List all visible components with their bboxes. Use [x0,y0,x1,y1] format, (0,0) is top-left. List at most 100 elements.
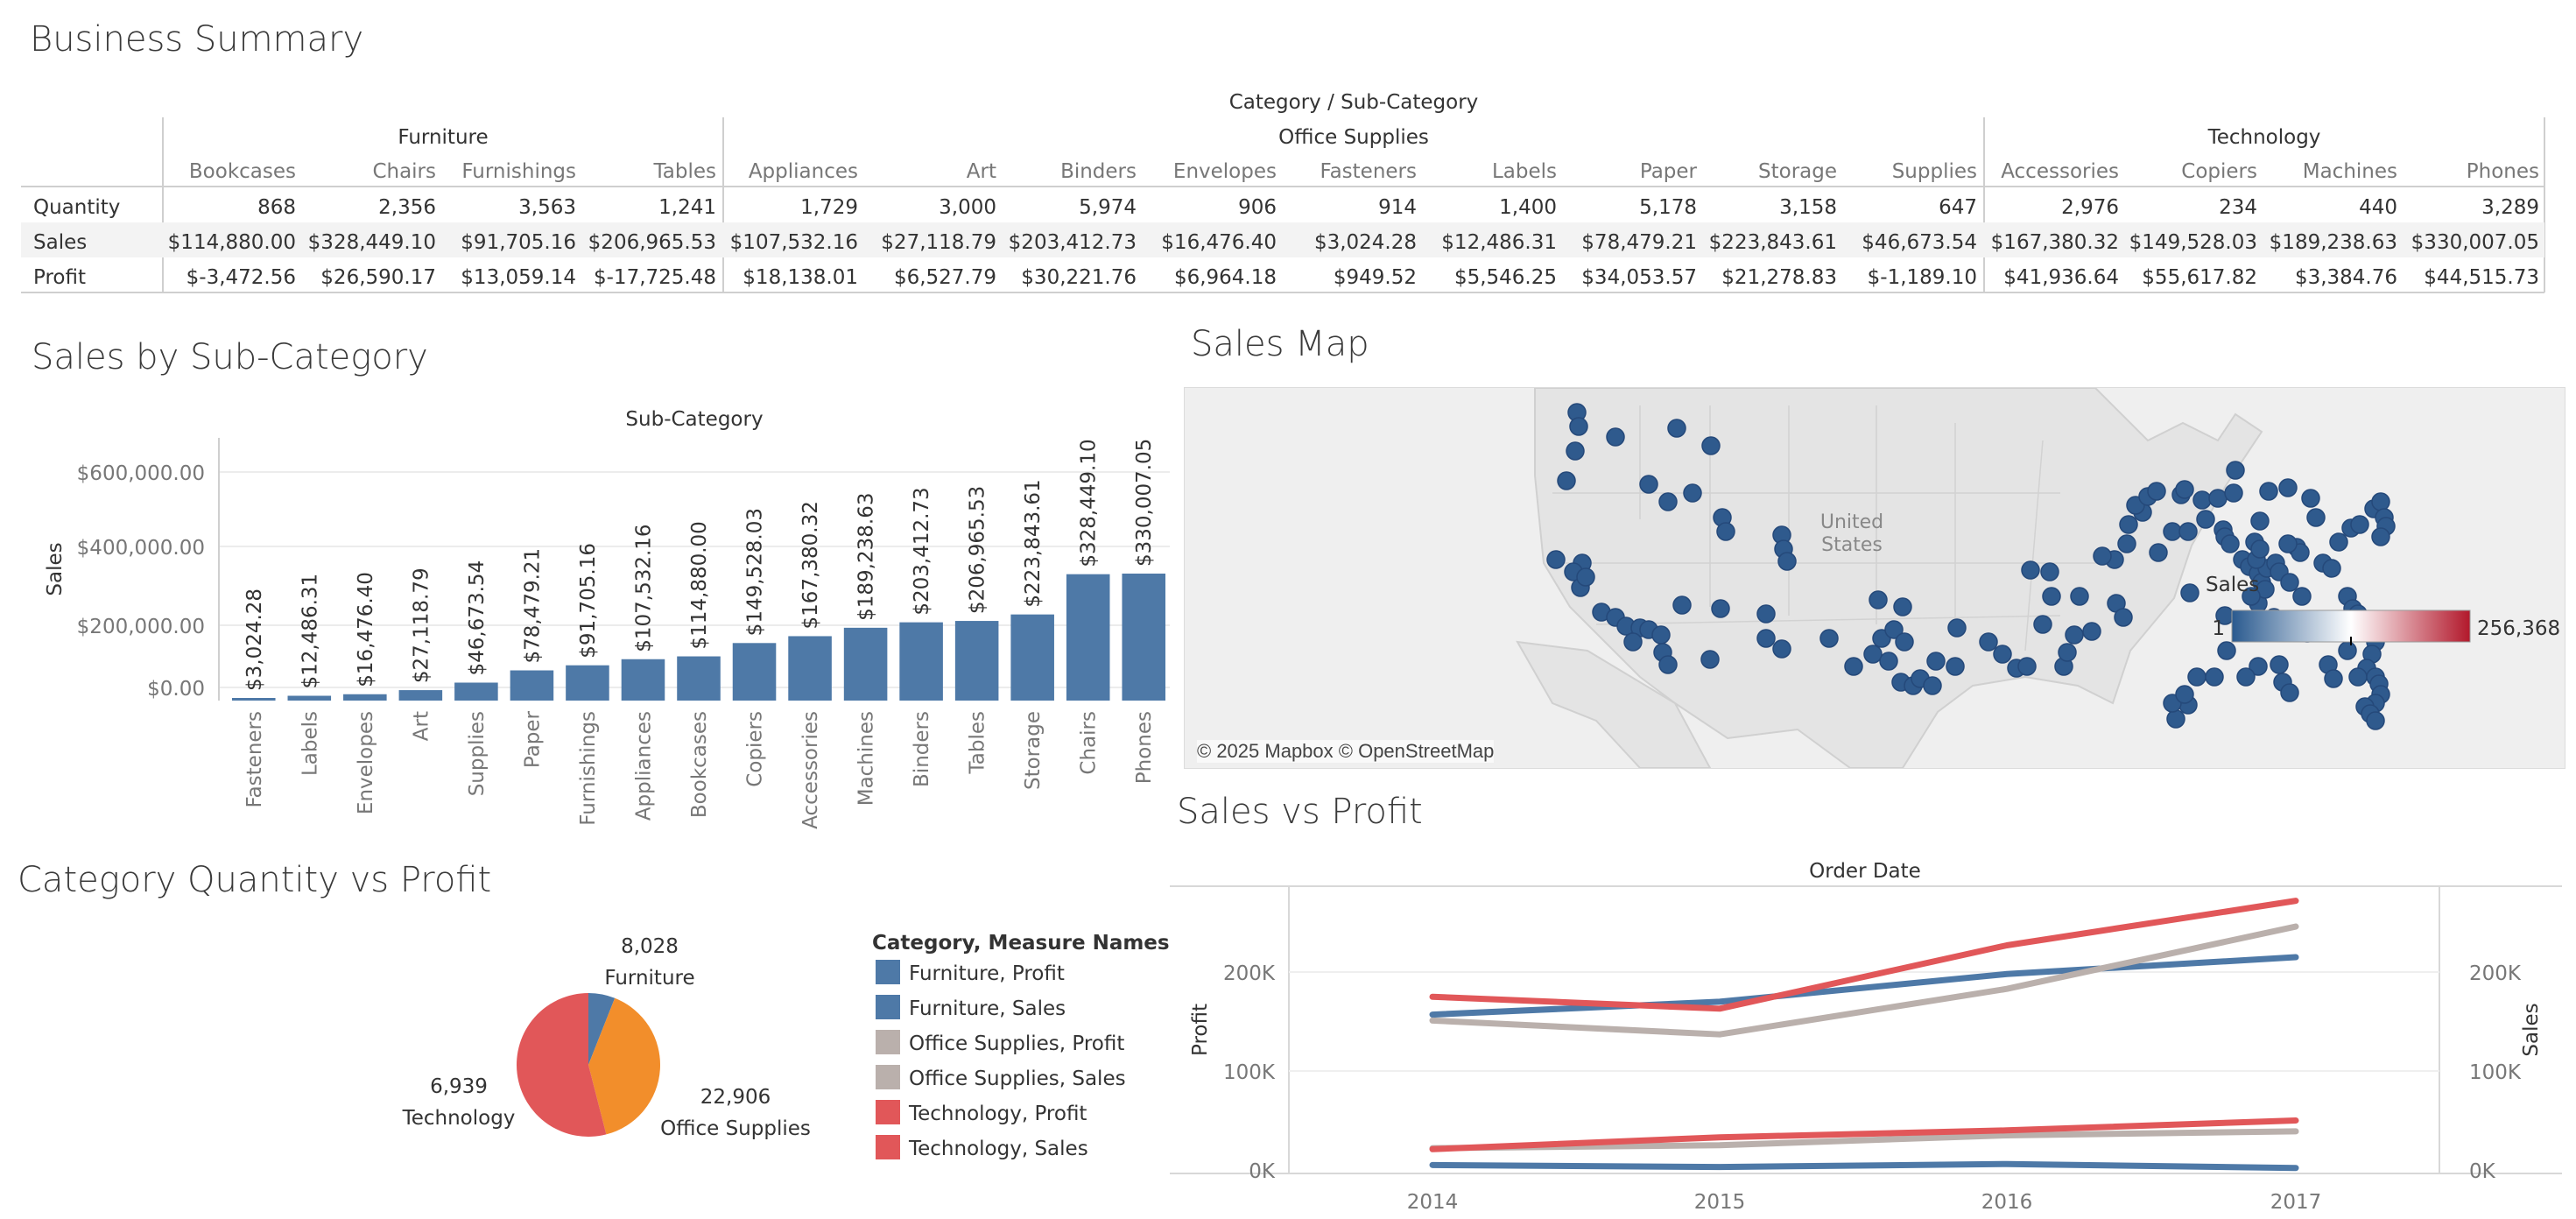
map-point[interactable] [2196,510,2215,529]
subcategory-header[interactable]: Machines [2303,160,2397,183]
map-point[interactable] [2221,534,2240,553]
map-point[interactable] [2180,583,2199,602]
map-point[interactable] [2040,562,2059,581]
subcategory-header[interactable]: Labels [1492,160,1557,183]
map-point[interactable] [1869,590,1888,610]
map-point[interactable] [1639,475,1658,494]
map-point[interactable] [2224,483,2243,503]
map-point[interactable] [2082,622,2101,641]
sales-map[interactable]: United States Sales 1 256,368 © 2025 Mapbox … [1184,387,2565,769]
bar[interactable] [1010,614,1054,701]
subcategory-header[interactable]: Art [967,160,996,183]
subcategory-header[interactable]: Chairs [372,160,436,183]
subcategory-header[interactable]: Binders [1060,160,1137,183]
map-point[interactable] [1777,552,1797,571]
subcategory-header[interactable]: Furnishings [461,160,576,183]
legend-label[interactable]: Technology, Sales [908,1138,1088,1160]
map-point[interactable] [2236,667,2256,687]
subcategory-header[interactable]: Paper [1640,160,1698,183]
map-point[interactable] [2217,641,2236,660]
map-point[interactable] [2017,657,2037,676]
map-point[interactable] [1819,629,1839,648]
legend-swatch[interactable] [876,995,900,1019]
subcategory-header[interactable]: Phones [2467,160,2539,183]
map-point[interactable] [2292,587,2312,606]
line-series[interactable] [1429,1128,2299,1152]
map-point[interactable] [1672,595,1692,615]
map-point[interactable] [2306,508,2326,527]
map-point[interactable] [2278,478,2298,497]
legend-swatch[interactable] [876,1135,900,1159]
map-point[interactable] [2205,667,2224,687]
map-point[interactable] [1557,471,1576,490]
category-header[interactable]: Technology [2207,126,2321,149]
map-point[interactable] [2147,482,2166,501]
map-point[interactable] [1623,632,1643,652]
map-point[interactable] [1923,676,1942,695]
map-point[interactable] [2250,511,2270,531]
map-point[interactable] [1895,632,1914,652]
legend-swatch[interactable] [876,1100,900,1124]
map-point[interactable] [2270,655,2289,674]
map-point[interactable] [1947,618,1967,638]
map-point[interactable] [2119,515,2138,534]
map-point[interactable] [2278,534,2298,553]
bar[interactable] [621,659,665,701]
map-point[interactable] [1863,645,1883,664]
map-point[interactable] [1844,657,1863,676]
map-point[interactable] [2175,480,2194,499]
bar[interactable] [510,670,554,701]
bar[interactable] [788,636,832,701]
map-point[interactable] [1711,599,1730,618]
map-point[interactable] [1926,652,1946,671]
map-point[interactable] [1667,419,1686,438]
bar[interactable] [954,621,999,701]
map-point[interactable] [2033,615,2052,634]
legend-label[interactable]: Office Supplies, Sales [909,1068,1126,1090]
map-point[interactable] [1701,436,1721,455]
bar[interactable] [843,627,888,701]
bar[interactable] [287,695,332,701]
map-point[interactable] [2350,515,2369,534]
map-point[interactable] [2250,539,2270,559]
subcategory-header[interactable]: Appliances [749,160,858,183]
subcategory-header[interactable]: Copiers [2181,160,2257,183]
map-point[interactable] [2093,546,2112,566]
line-series[interactable] [1429,923,2299,1038]
map-point[interactable] [1546,550,1566,569]
category-header[interactable]: Furniture [398,126,488,149]
map-point[interactable] [1772,639,1791,659]
legend-swatch[interactable] [876,960,900,984]
map-point[interactable] [2366,711,2385,730]
map-point[interactable] [2178,522,2198,541]
map-point[interactable] [1658,492,1678,511]
map-point[interactable] [1756,629,1776,648]
map-point[interactable] [1606,427,1625,447]
bar[interactable] [677,656,721,701]
map-point[interactable] [2242,587,2261,606]
subcategory-header[interactable]: Accessories [2001,160,2119,183]
bar[interactable] [899,622,943,701]
legend-label[interactable]: Office Supplies, Profit [909,1032,1124,1055]
bar[interactable] [732,643,777,701]
subcategory-header[interactable]: Tables [653,160,716,183]
subcategory-header[interactable]: Envelopes [1173,160,1277,183]
map-point[interactable] [2226,461,2245,480]
map-point[interactable] [1893,597,1912,617]
legend-swatch[interactable] [876,1030,900,1054]
pie-slice[interactable] [517,993,607,1137]
bar[interactable] [1122,574,1166,701]
bar[interactable] [566,665,609,701]
bar[interactable] [231,698,276,701]
bar[interactable] [398,690,443,701]
line-series[interactable] [1429,1160,2299,1172]
pie-slice[interactable] [588,997,660,1135]
map-point[interactable] [2249,657,2268,676]
legend-swatch[interactable] [876,1065,900,1089]
pie-slice[interactable] [588,993,616,1065]
map-point[interactable] [2371,527,2390,546]
legend-label[interactable]: Furniture, Profit [909,962,1065,985]
bar[interactable] [343,694,387,701]
map-point[interactable] [2149,543,2168,562]
line-series[interactable] [1429,1117,2299,1152]
